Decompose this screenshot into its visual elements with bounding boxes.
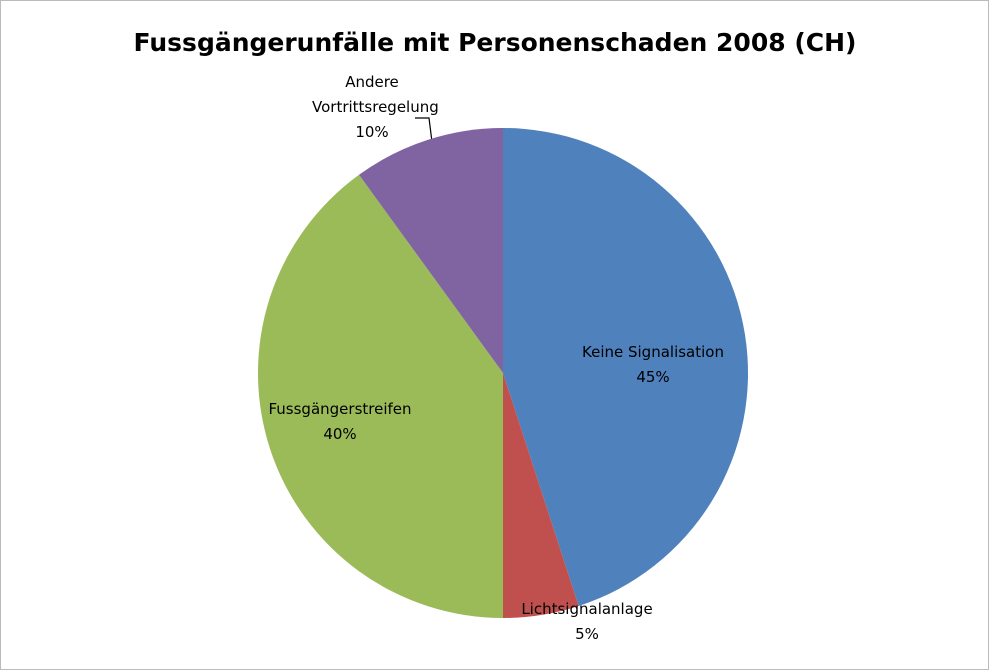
pie-slice — [503, 373, 579, 618]
category-label: Keine Signalisation — [582, 343, 724, 361]
pie-slice — [503, 128, 748, 607]
value-label: 10% — [355, 123, 389, 141]
data-label: Lichtsignalanlage 5% — [507, 597, 667, 647]
data-label: Andere Vortrittsregelung 10% — [312, 70, 439, 145]
data-label: Fussgängerstreifen 40% — [240, 397, 440, 447]
value-label: 40% — [323, 425, 357, 443]
pie-slice — [258, 174, 503, 618]
value-label: 45% — [636, 368, 670, 386]
category-label: Lichtsignalanlage — [521, 600, 653, 618]
leader-line — [415, 117, 433, 143]
pie-slice — [358, 128, 503, 373]
category-label: Fussgängerstreifen — [268, 400, 412, 418]
data-label: Keine Signalisation 45% — [553, 340, 753, 390]
value-label: 5% — [575, 625, 599, 643]
chart-title: Fussgängerunfälle mit Personenschaden 20… — [133, 28, 857, 57]
category-label: Andere Vortrittsregelung — [312, 73, 439, 116]
